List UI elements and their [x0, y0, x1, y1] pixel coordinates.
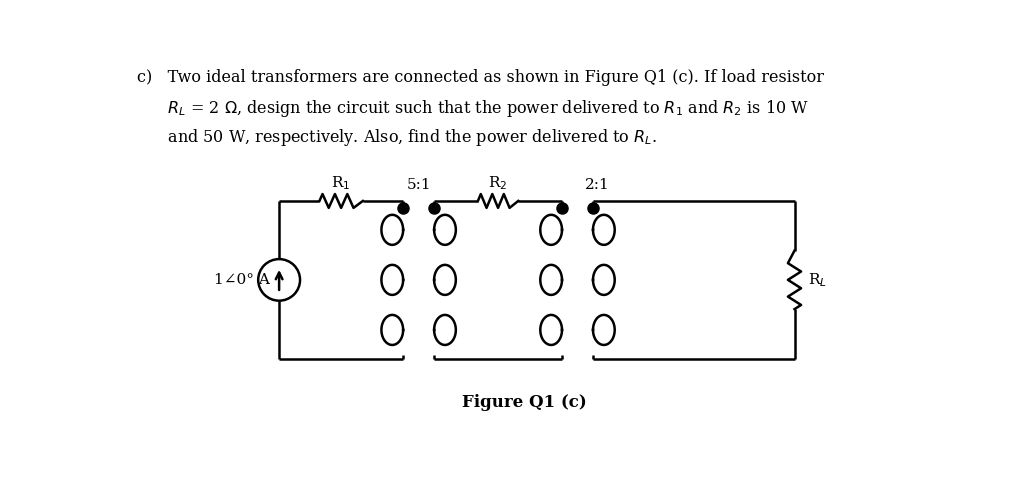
Text: Figure Q1 (c): Figure Q1 (c)	[463, 394, 587, 411]
Text: and 50 W, respectively. Also, find the power delivered to $R_L$.: and 50 W, respectively. Also, find the p…	[137, 127, 657, 148]
Text: 5:1: 5:1	[407, 178, 431, 192]
Text: $R_L$ = 2 $\Omega$, design the circuit such that the power delivered to $R_1$ an: $R_L$ = 2 $\Omega$, design the circuit s…	[137, 98, 809, 119]
Text: 2:1: 2:1	[585, 178, 609, 192]
Text: c)   Two ideal transformers are connected as shown in Figure Q1 (c). If load res: c) Two ideal transformers are connected …	[137, 69, 824, 85]
Text: 1∠0° A: 1∠0° A	[214, 273, 270, 287]
Text: R$_2$: R$_2$	[488, 174, 508, 192]
Text: R$_L$: R$_L$	[809, 271, 827, 288]
Text: R$_1$: R$_1$	[332, 174, 351, 192]
